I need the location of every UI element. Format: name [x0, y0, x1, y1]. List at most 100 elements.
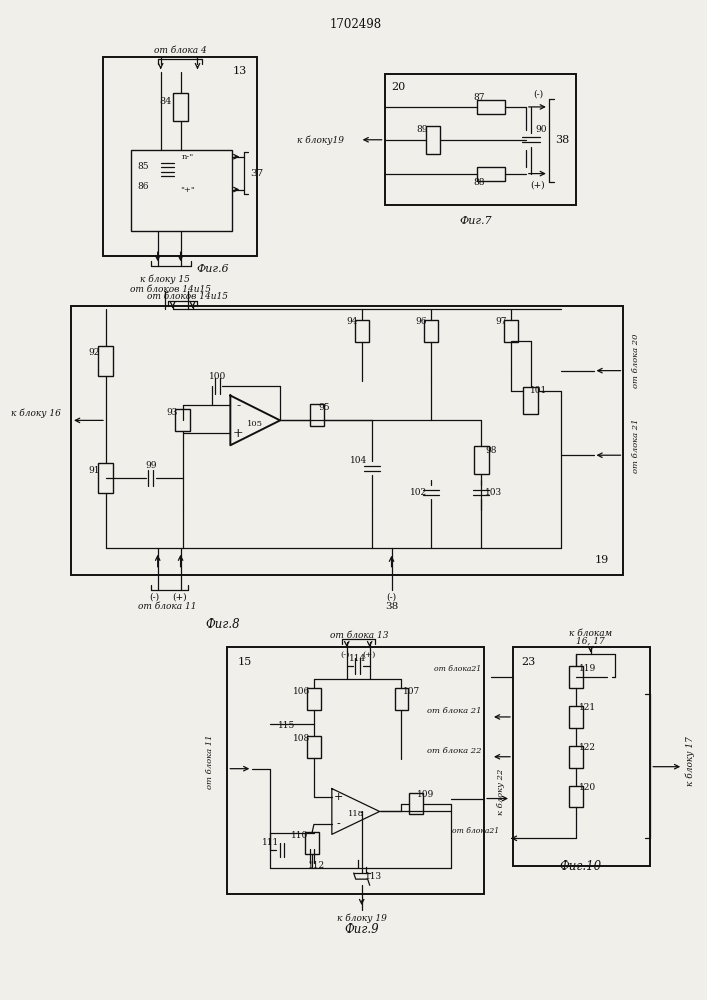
Bar	[307, 736, 321, 758]
Bar	[98, 346, 113, 376]
Text: 100: 100	[209, 372, 226, 381]
Text: (+): (+)	[530, 180, 545, 189]
Text: 119: 119	[579, 664, 596, 673]
Text: 86: 86	[137, 182, 148, 191]
Text: (-): (-)	[150, 593, 160, 602]
Text: (-): (-)	[340, 651, 349, 659]
Text: 99: 99	[145, 461, 156, 470]
Text: 121: 121	[579, 703, 596, 712]
Text: к блоку 19: к блоку 19	[337, 913, 387, 923]
Text: 97: 97	[496, 317, 507, 326]
Text: 16, 17: 16, 17	[576, 637, 605, 646]
Text: 38: 38	[385, 602, 398, 611]
Bar	[307, 688, 321, 710]
Text: 96: 96	[416, 317, 427, 326]
Text: 85: 85	[137, 162, 148, 171]
Bar	[355, 320, 368, 342]
Bar	[523, 387, 538, 414]
Text: 95: 95	[318, 403, 329, 412]
Text: к блокам: к блокам	[569, 629, 612, 638]
Bar	[477, 167, 505, 181]
Text: +: +	[334, 792, 344, 802]
Text: 109: 109	[416, 790, 434, 799]
Text: от блока 21: от блока 21	[632, 418, 641, 473]
Text: Фиг.7: Фиг.7	[460, 216, 493, 226]
Text: Фиг.9: Фиг.9	[344, 923, 379, 936]
Text: Фиг.8: Фиг.8	[205, 618, 240, 631]
Text: к блоку19: к блоку19	[297, 135, 344, 145]
Bar	[131, 150, 233, 231]
Text: 15: 15	[238, 657, 252, 667]
Text: -: -	[236, 399, 240, 412]
Text: 101: 101	[530, 386, 547, 395]
Text: 19: 19	[595, 555, 609, 565]
Text: 102: 102	[410, 488, 427, 497]
Bar	[426, 126, 440, 154]
Bar	[409, 793, 423, 814]
Text: 13: 13	[232, 66, 247, 76]
Text: 105: 105	[247, 420, 263, 428]
Bar	[103, 57, 257, 256]
Text: 110: 110	[291, 831, 309, 840]
Text: от блока 21: от блока 21	[426, 707, 481, 715]
Bar	[385, 74, 575, 205]
Text: 115: 115	[279, 721, 296, 730]
Text: n-": n-"	[182, 153, 194, 161]
Text: к блоку 22: к блоку 22	[497, 768, 505, 815]
Text: от блока 22: от блока 22	[426, 747, 481, 755]
Text: от блоков 14и15: от блоков 14и15	[147, 292, 228, 301]
Text: -: -	[337, 819, 341, 829]
Bar	[424, 320, 438, 342]
Text: к блоку 16: к блоку 16	[11, 409, 62, 418]
Bar	[228, 647, 484, 894]
Text: (-): (-)	[533, 89, 543, 98]
Bar	[305, 832, 319, 854]
Text: от блока21: от блока21	[434, 665, 481, 673]
Text: 98: 98	[485, 446, 497, 455]
Text: 90: 90	[535, 125, 547, 134]
Bar	[568, 746, 583, 768]
Text: +: +	[233, 427, 244, 440]
Bar	[173, 93, 188, 121]
Text: от блока21: от блока21	[452, 827, 499, 835]
Text: 118: 118	[348, 810, 364, 818]
Text: от блока 20: от блока 20	[632, 333, 641, 388]
Bar	[310, 404, 324, 426]
Bar	[568, 706, 583, 728]
Text: 108: 108	[293, 734, 310, 743]
Text: 104: 104	[350, 456, 368, 465]
Text: 94: 94	[346, 317, 358, 326]
Bar	[474, 446, 489, 474]
Text: 93: 93	[166, 408, 177, 417]
Text: к блоку 15: к блоку 15	[140, 274, 189, 284]
Text: 120: 120	[579, 783, 596, 792]
Text: от блока 13: от блока 13	[330, 631, 389, 640]
Text: от блока 11: от блока 11	[206, 734, 214, 789]
Bar	[71, 306, 624, 575]
Text: Фиг.6: Фиг.6	[196, 264, 229, 274]
Text: 113: 113	[365, 872, 382, 881]
Text: от блоков 14и15: от блоков 14и15	[130, 285, 211, 294]
Text: 87: 87	[474, 93, 485, 102]
Bar	[477, 100, 505, 114]
Text: (+): (+)	[173, 593, 187, 602]
Bar	[395, 688, 409, 710]
Text: 84: 84	[160, 97, 172, 106]
Text: 1702498: 1702498	[329, 18, 382, 31]
Text: от блока 11: от блока 11	[139, 602, 197, 611]
Text: (-): (-)	[387, 593, 397, 602]
Text: к блоку 17: к блоку 17	[685, 736, 695, 786]
Bar	[98, 463, 113, 493]
Text: 114: 114	[349, 654, 366, 663]
Text: 91: 91	[88, 466, 100, 475]
Text: 89: 89	[416, 125, 428, 134]
Bar	[513, 647, 650, 866]
Text: 103: 103	[484, 488, 501, 497]
Text: 20: 20	[392, 82, 406, 92]
Bar	[175, 409, 190, 431]
Text: (+): (+)	[362, 651, 375, 659]
Text: "+": "+"	[180, 186, 195, 194]
Text: 122: 122	[579, 743, 596, 752]
Text: 38: 38	[556, 135, 570, 145]
Text: 37: 37	[250, 169, 264, 178]
